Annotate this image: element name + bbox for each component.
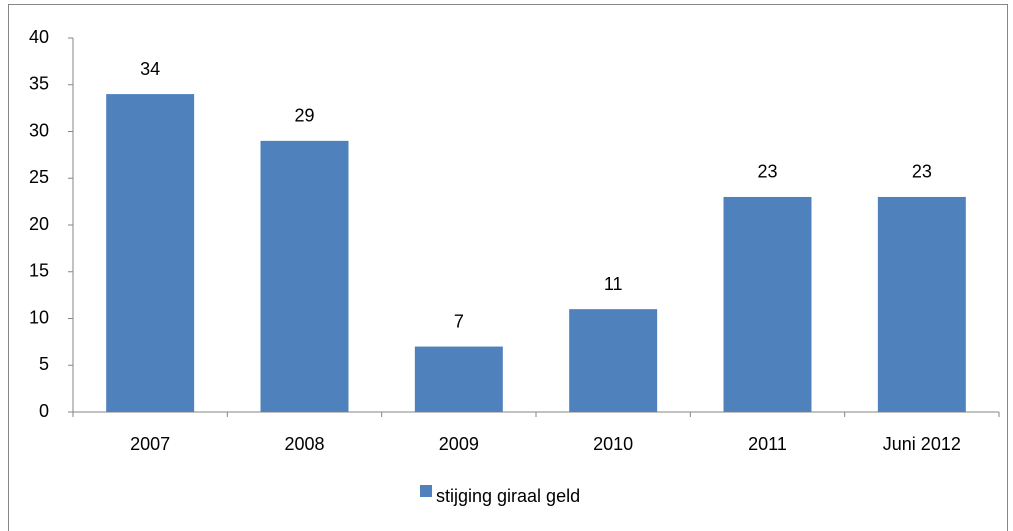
bar: [414, 346, 503, 412]
data-label: 7: [454, 311, 464, 331]
x-tick-label: Juni 2012: [883, 434, 961, 454]
y-tick-label: 15: [29, 261, 49, 281]
x-tick-label: 2007: [130, 434, 170, 454]
x-tick-label: 2011: [748, 434, 787, 454]
y-tick-label: 20: [29, 214, 49, 234]
legend-label: stijging giraal geld: [436, 486, 580, 506]
data-label: 23: [912, 162, 932, 182]
bar: [106, 94, 195, 412]
bar: [723, 196, 812, 412]
data-label: 34: [140, 59, 160, 79]
y-tick-label: 40: [29, 27, 49, 47]
bar: [877, 196, 966, 412]
data-label: 11: [604, 274, 623, 294]
x-tick-label: 2010: [593, 434, 633, 454]
legend-swatch: [420, 485, 432, 497]
y-tick-label: 30: [29, 120, 49, 140]
chart-border: [8, 4, 1008, 531]
bar: [260, 140, 349, 412]
y-tick-label: 10: [29, 307, 49, 327]
y-tick-label: 25: [29, 167, 49, 187]
data-label: 23: [757, 162, 777, 182]
y-tick-label: 5: [39, 354, 49, 374]
bar: [569, 309, 658, 412]
x-tick-label: 2009: [439, 434, 479, 454]
y-tick-label: 0: [39, 401, 49, 421]
data-label: 29: [294, 106, 314, 126]
y-tick-label: 35: [29, 74, 49, 94]
x-tick-label: 2008: [284, 434, 324, 454]
